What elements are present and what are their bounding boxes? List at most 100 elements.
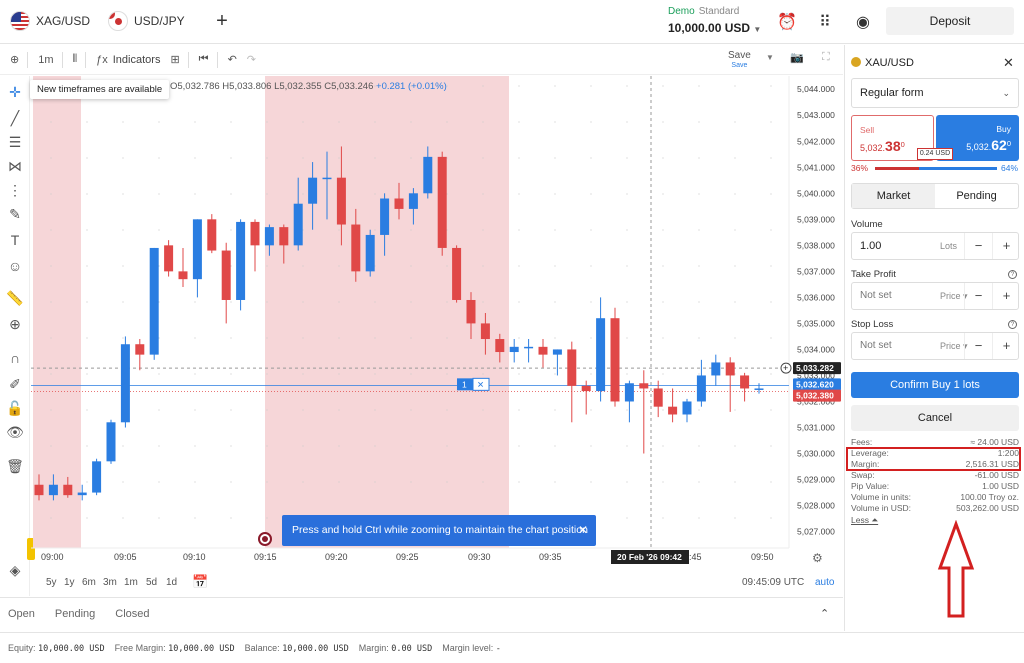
lock-drawing-icon[interactable]: ✐ <box>9 376 21 392</box>
timeframe-button[interactable]: 1m <box>38 53 54 66</box>
candle-body <box>653 388 663 407</box>
chart-type-icon[interactable]: ⫴ <box>72 53 78 65</box>
auto-scale-button[interactable]: auto <box>815 577 835 588</box>
take-profit-unit[interactable]: Price ▾ <box>940 291 968 301</box>
fullscreen-icon[interactable]: ⛶ <box>822 51 830 63</box>
redo-icon[interactable]: ↷ <box>246 54 257 66</box>
status-balance: Balance: 10,000.00 USD <box>244 642 349 654</box>
close-icon[interactable]: ✕ <box>577 523 588 537</box>
undo-icon[interactable]: ↶ <box>227 54 237 66</box>
plus-icon[interactable]: + <box>992 333 1020 359</box>
sell-button[interactable]: Sell 5,032.380 <box>851 115 934 161</box>
tab-pending[interactable]: Pending <box>956 190 997 202</box>
minus-icon[interactable]: − <box>964 233 992 259</box>
timeframe-1m[interactable]: 1m <box>124 577 138 588</box>
y-tick-label: 5,027.000 <box>797 527 835 537</box>
layers-icon[interactable]: ◈ <box>9 562 21 578</box>
save-button[interactable]: Save Save <box>728 51 751 70</box>
y-tick-label: 5,030.000 <box>797 449 835 459</box>
fib-retracement-icon[interactable]: ⋮ <box>8 182 22 198</box>
minus-icon[interactable]: − <box>964 333 992 359</box>
symbol-tab-xagusd[interactable]: XAG/USD <box>10 8 90 34</box>
volume-label: Volume <box>851 219 883 230</box>
position-qty-bg <box>457 378 473 391</box>
magnet-icon[interactable]: ∩ <box>9 350 21 366</box>
replay-icon[interactable]: ⏮ <box>198 53 209 65</box>
candle-body <box>466 299 476 324</box>
crosshair-add-icon[interactable]: ⊕ <box>10 54 20 66</box>
event-marker-icon[interactable] <box>258 532 272 546</box>
user-account-icon[interactable]: ◉ <box>856 14 870 31</box>
zoom-in-icon[interactable]: ⊕ <box>9 316 21 332</box>
camera-icon[interactable]: 📷 <box>790 52 804 64</box>
volume-field[interactable]: 1.00 Lots − + <box>851 232 1019 260</box>
ruler-icon[interactable]: 📏 <box>6 290 24 306</box>
horizontal-lines-icon[interactable]: ☰ <box>8 134 22 150</box>
take-profit-field[interactable]: Not set Price ▾ − + <box>851 282 1019 310</box>
timeframe-5d[interactable]: 5d <box>146 577 158 588</box>
plus-icon[interactable]: + <box>992 283 1020 309</box>
emoji-icon[interactable]: ☺ <box>7 258 23 274</box>
chart-settings-icon[interactable]: ⚙ <box>812 551 823 565</box>
panel-title: XAU/USD <box>865 57 914 69</box>
add-alert-icon[interactable] <box>780 362 792 374</box>
timeframe-6m[interactable]: 6m <box>82 577 96 588</box>
close-icon[interactable]: ✕ <box>1003 55 1014 70</box>
account-type: Standard <box>698 6 740 17</box>
deposit-button[interactable]: Deposit <box>886 7 1014 35</box>
tab-open[interactable]: Open <box>8 607 35 620</box>
indicators-icon[interactable]: ƒx <box>96 53 108 66</box>
price-chart[interactable]: 5,044.000 5,043.000 5,042.000 5,041.000 5,04… <box>31 76 843 596</box>
pattern-icon[interactable]: ⋈ <box>8 158 22 174</box>
crosshair-icon[interactable]: ✛ <box>9 84 21 100</box>
ohlc-close: C5,033.246 <box>324 81 374 92</box>
tab-closed[interactable]: Closed <box>115 607 150 620</box>
apps-grid-icon[interactable]: ⠿ <box>819 14 831 31</box>
brush-icon[interactable]: ✎ <box>9 206 21 222</box>
date-range-icon[interactable]: 📅 <box>192 574 209 589</box>
alarm-clock-icon[interactable]: ⏰ <box>777 14 797 31</box>
collapse-toolbar-handle[interactable] <box>27 538 35 560</box>
eye-icon[interactable]: 👁 <box>6 424 24 440</box>
info-icon[interactable]: ? <box>1008 320 1017 329</box>
symbol-tab-label: USD/JPY <box>134 14 185 28</box>
plus-icon[interactable]: + <box>992 233 1020 259</box>
stop-loss-field[interactable]: Not set Price ▾ − + <box>851 332 1019 360</box>
indicators-button[interactable]: Indicators <box>112 53 161 66</box>
info-icon[interactable]: ? <box>1008 270 1017 279</box>
confirm-buy-button[interactable]: Confirm Buy 1 lots <box>851 372 1019 398</box>
candle-body <box>308 177 318 204</box>
stop-loss-unit[interactable]: Price ▾ <box>940 341 968 351</box>
order-form-select[interactable]: Regular form ⌄ <box>851 78 1019 108</box>
candle-body <box>552 349 562 355</box>
account-selector[interactable]: Demo Standard 10,000.00 USD ▼ <box>668 6 761 35</box>
cancel-button[interactable]: Cancel <box>851 405 1019 431</box>
text-icon[interactable]: T <box>10 232 20 248</box>
plus-icon[interactable]: + <box>216 10 228 32</box>
y-tick-label: 5,038.000 <box>797 240 835 250</box>
sell-label: Sell <box>860 125 875 135</box>
chevron-down-icon[interactable]: ▼ <box>766 53 774 62</box>
trend-line-icon[interactable]: ╱ <box>10 110 20 126</box>
templates-grid-icon[interactable]: ⊞ <box>170 54 180 66</box>
tab-pending[interactable]: Pending <box>54 607 96 620</box>
candle-body <box>437 156 447 248</box>
candle-body <box>610 318 620 402</box>
timeframe-1y[interactable]: 1y <box>64 577 75 588</box>
x-tick-label: 09:10 <box>183 552 206 562</box>
tab-market[interactable]: Market <box>852 184 935 208</box>
trash-icon[interactable]: 🗑 <box>6 458 24 474</box>
positions-tabs: Open Pending Closed ⌃ <box>0 597 843 629</box>
timeframe-5y[interactable]: 5y <box>46 577 57 588</box>
less-toggle[interactable]: Less ⏶ <box>851 515 879 525</box>
order-form-value: Regular form <box>860 87 924 99</box>
lock-icon[interactable]: 🔓 <box>6 400 24 416</box>
candle-body <box>740 375 750 389</box>
minus-icon[interactable]: − <box>964 283 992 309</box>
chevron-up-icon[interactable]: ⌃ <box>820 608 830 620</box>
timeframe-1d[interactable]: 1d <box>166 577 178 588</box>
candle-body <box>236 221 246 300</box>
timeframe-3m[interactable]: 3m <box>103 577 117 588</box>
plus-icon: + <box>783 363 788 373</box>
symbol-tab-usdjpy[interactable]: USD/JPY <box>108 8 185 34</box>
